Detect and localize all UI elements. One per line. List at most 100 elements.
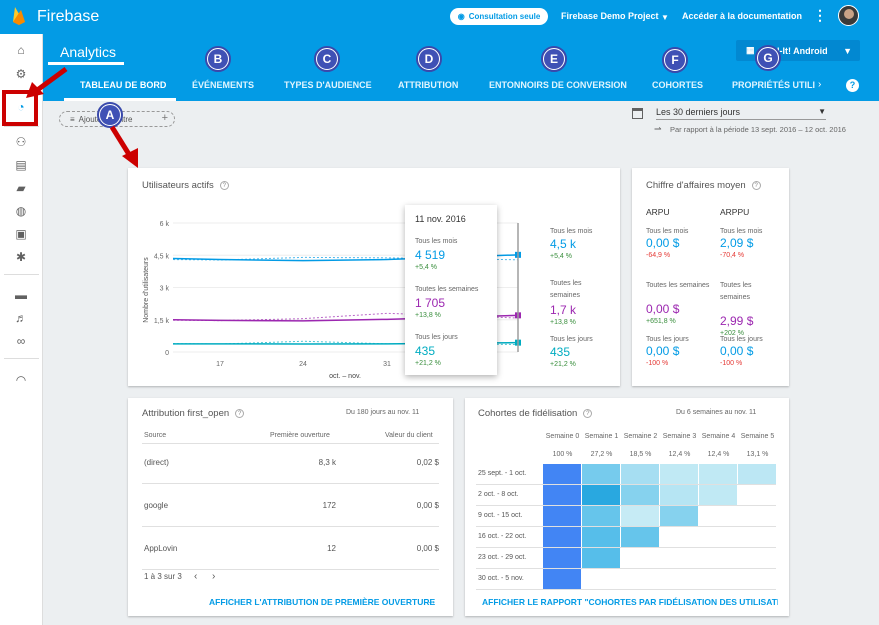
cohort-divider <box>476 589 776 590</box>
project-selector[interactable]: Firebase Demo Project <box>561 11 659 21</box>
sidebar-divider <box>4 358 39 359</box>
arpu-change: -100 % <box>646 360 669 367</box>
test-lab-icon[interactable]: ▣ <box>15 227 27 241</box>
compare-icon: ⇀ <box>654 124 662 134</box>
attribution-title: Attribution first_open <box>142 408 230 419</box>
table-row-opens: 12 <box>327 544 336 553</box>
cohorts-range: Du 6 semaines au nov. 11 <box>676 409 757 416</box>
calendar-icon[interactable] <box>632 108 643 119</box>
cohorts-title: Cohortes de fidélisation <box>478 408 578 419</box>
notifications-icon[interactable]: ▬ <box>15 288 27 302</box>
date-range-select[interactable]: Les 30 derniers jours ▼ <box>656 107 826 120</box>
week-value: 1,7 k <box>550 303 577 317</box>
settings-icon[interactable]: ⚙ <box>15 67 27 81</box>
table-row-source: google <box>144 501 169 510</box>
attribution-link[interactable]: AFFICHER L'ATTRIBUTION DE PREMIÈRE OUVER… <box>209 597 436 607</box>
arppu-value: 0,00 $ <box>720 344 754 358</box>
arpu-change: +651,8 % <box>646 318 676 325</box>
chevron-right-icon[interactable]: › <box>212 571 216 582</box>
marker-label: D <box>419 49 439 69</box>
arpu-card <box>632 168 789 386</box>
marker-label: C <box>317 49 337 69</box>
cohort-cell <box>582 464 620 484</box>
week-label: Toutes les semaines <box>550 280 582 299</box>
docs-link[interactable]: Accéder à la documentation <box>682 11 803 21</box>
arpu-row-label: Tous les jours <box>646 336 689 343</box>
more-vert-icon[interactable]: ⋮ <box>813 7 827 23</box>
tooltip-month-change: +5,4 % <box>415 264 437 271</box>
help-icon[interactable]: ? <box>751 181 761 190</box>
view-only-badge[interactable]: ◉ Consultation seule <box>450 8 548 25</box>
table-divider <box>142 483 439 484</box>
table-divider <box>142 443 439 444</box>
help-icon[interactable]: ? <box>846 79 859 92</box>
help-icon[interactable]: ? <box>235 409 245 418</box>
admob-icon[interactable]: ◠ <box>15 373 27 387</box>
cohort-week-header: Semaine 1 <box>584 433 619 440</box>
marker-c: C <box>314 46 340 72</box>
cohort-cell <box>543 527 581 547</box>
caret-down-icon: ▼ <box>818 107 826 116</box>
tab-audiences[interactable]: TYPES D'AUDIENCE <box>284 80 372 90</box>
cohort-divider <box>476 484 776 485</box>
cohort-divider <box>476 505 776 506</box>
crash-icon[interactable]: ✱ <box>15 250 27 264</box>
day-label: Tous les jours <box>550 336 593 343</box>
cohort-cell <box>582 548 620 568</box>
cohort-cell <box>543 506 581 526</box>
attribution-card <box>128 398 453 616</box>
remote-config-icon[interactable]: ♬ <box>15 311 27 325</box>
col-source: Source <box>144 432 167 439</box>
sidebar-divider <box>4 126 39 127</box>
marker-a: A <box>97 102 123 128</box>
date-range-label: Les 30 derniers jours <box>656 107 741 117</box>
tooltip-day-label: Tous les jours <box>415 334 458 341</box>
cohort-cell <box>738 464 776 484</box>
help-icon[interactable]: ? <box>219 181 229 190</box>
cohort-cell <box>582 485 620 505</box>
chevron-right-icon[interactable]: › <box>818 79 822 90</box>
arrow-right-icon[interactable]: → <box>426 595 437 607</box>
cohort-cell <box>699 464 737 484</box>
brand-name: Firebase <box>37 8 100 25</box>
tab-events[interactable]: ÉVÉNEMENTS <box>192 80 255 90</box>
storage-icon[interactable]: ▰ <box>16 181 26 195</box>
tab-user-properties[interactable]: PROPRIÉTÉS UTILI <box>732 80 816 90</box>
chevron-left-icon[interactable]: ‹ <box>194 571 198 582</box>
section-underline <box>48 62 124 65</box>
dynamic-links-icon[interactable]: ∞ <box>16 334 26 348</box>
tab-dashboard[interactable]: TABLEAU DE BORD <box>80 80 167 90</box>
y-tick-label: 0 <box>165 350 169 357</box>
database-icon[interactable]: ▤ <box>15 158 27 172</box>
home-icon[interactable]: ⌂ <box>17 43 25 57</box>
cohort-cell <box>621 506 659 526</box>
cohort-avg: 27,2 % <box>590 451 613 458</box>
avatar[interactable] <box>838 5 859 26</box>
analytics-icon[interactable]: ◔ <box>17 100 25 114</box>
card-title: Chiffre d'affaires moyen? <box>646 180 761 191</box>
cohorts-link[interactable]: AFFICHER LE RAPPORT "COHORTES PAR FIDÉLI… <box>482 597 778 607</box>
android-icon: ▦ <box>746 45 755 55</box>
table-row-opens: 172 <box>322 501 336 510</box>
firebase-logo-icon <box>13 7 25 25</box>
arpu-value: 0,00 $ <box>646 302 680 316</box>
caret-down-icon[interactable]: ▼ <box>661 13 669 22</box>
tab-funnels[interactable]: ENTONNOIRS DE CONVERSION <box>489 80 627 90</box>
eye-icon: ◉ <box>457 12 465 21</box>
arpu-col-header: ARPU <box>646 207 670 217</box>
marker-label: F <box>665 50 685 70</box>
tab-attribution[interactable]: ATTRIBUTION <box>398 80 459 90</box>
tab-cohorts[interactable]: COHORTES <box>652 80 704 90</box>
cohort-avg: 12,4 % <box>707 451 730 458</box>
table-row-source: AppLovin <box>144 544 178 553</box>
arppu-value: 2,09 $ <box>720 236 754 250</box>
hosting-icon[interactable]: ◍ <box>15 204 27 218</box>
users-icon[interactable]: ⚇ <box>15 135 27 149</box>
marker-b: B <box>205 46 231 72</box>
help-icon[interactable]: ? <box>583 409 593 418</box>
cohort-week-header: Semaine 3 <box>662 433 697 440</box>
cohort-divider <box>476 568 776 569</box>
arppu-change: +202 % <box>720 330 744 337</box>
cohort-row-label: 25 sept. - 1 oct. <box>478 470 527 477</box>
cohort-week-header: Semaine 5 <box>740 433 775 440</box>
